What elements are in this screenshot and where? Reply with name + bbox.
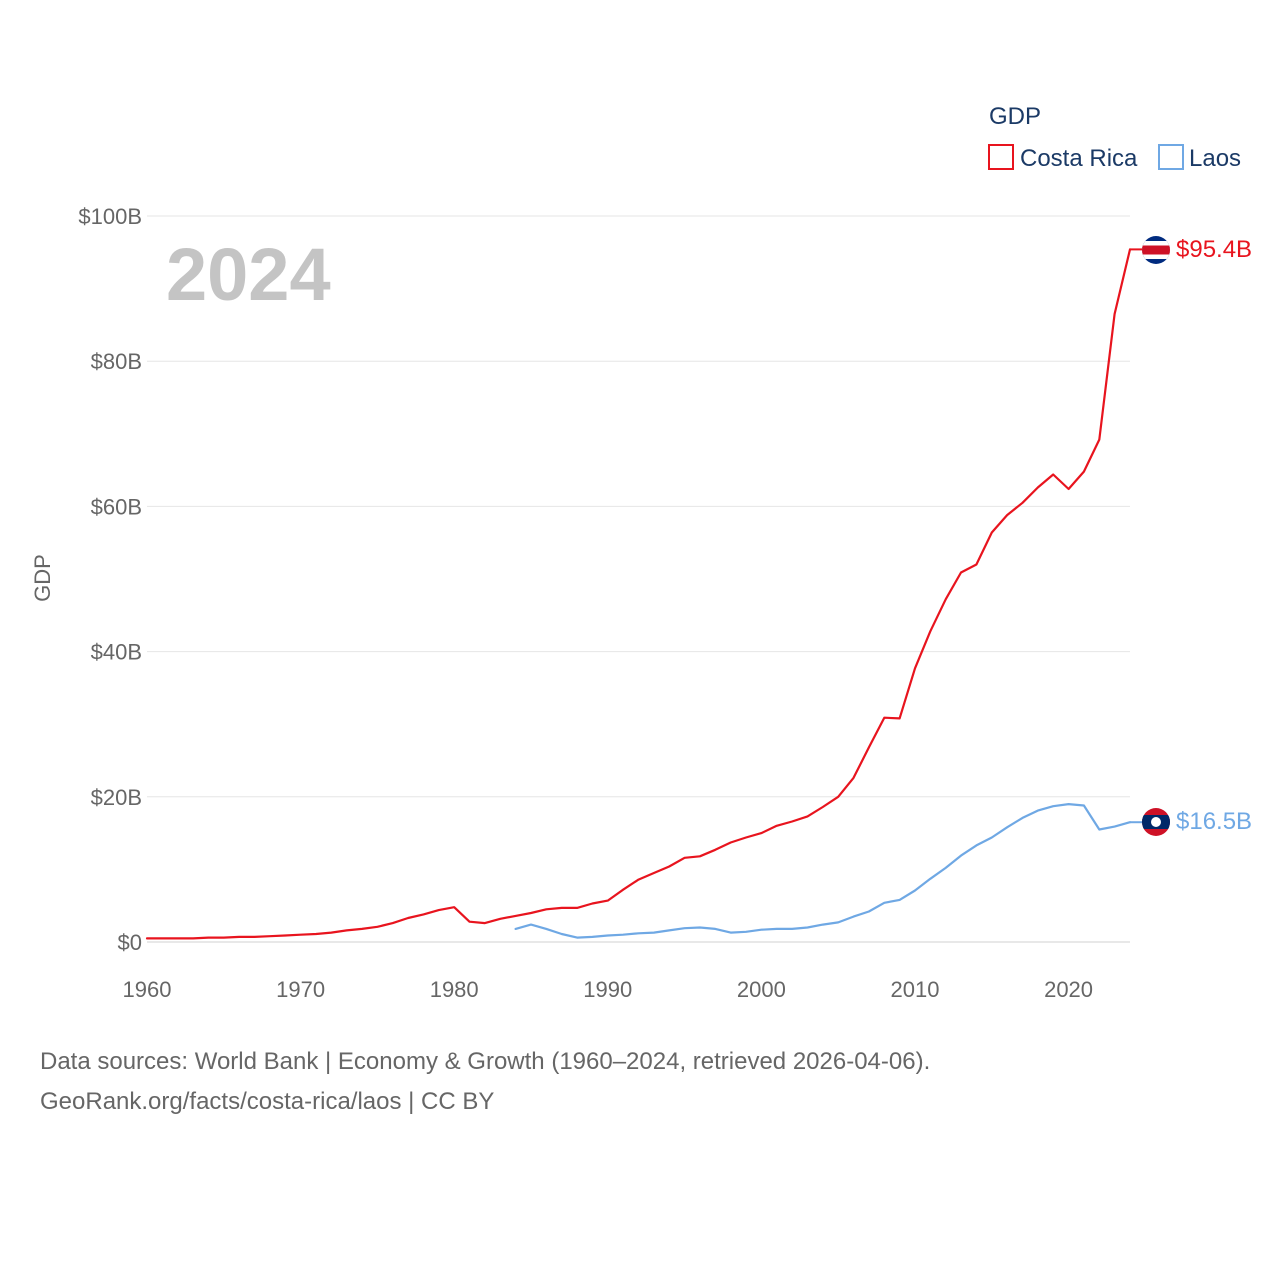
laos-flag-icon — [1142, 808, 1170, 836]
y-tick-label: $20B — [91, 785, 142, 810]
x-tick-label: 2000 — [737, 977, 786, 1002]
legend-swatch-costa-rica[interactable] — [988, 144, 1014, 170]
legend: GDP Costa Rica Laos — [988, 103, 1241, 172]
legend-swatch-laos[interactable] — [1158, 144, 1184, 170]
legend-title: GDP — [989, 103, 1041, 130]
x-tick-label: 1970 — [276, 977, 325, 1002]
x-tick-label: 1960 — [123, 977, 172, 1002]
x-tick-label: 2020 — [1044, 977, 1093, 1002]
footer: Data sources: World Bank | Economy & Gro… — [40, 1042, 930, 1122]
series-line-costa-rica[interactable] — [145, 248, 1132, 940]
series-line-laos[interactable] — [514, 802, 1132, 939]
y-tick-label: $60B — [91, 494, 142, 519]
x-tick-label: 1990 — [583, 977, 632, 1002]
y-tick-label: $0 — [118, 930, 142, 955]
costa-rica-end-label: $95.4B — [1176, 236, 1252, 263]
attribution-text: GeoRank.org/facts/costa-rica/laos | CC B… — [40, 1088, 495, 1115]
legend-label-laos[interactable]: Laos — [1189, 145, 1241, 172]
y-tick-label: $100B — [78, 204, 142, 229]
y-axis-title: GDP — [30, 554, 55, 602]
x-tick-label: 2010 — [890, 977, 939, 1002]
year-display: 2024 — [166, 233, 331, 316]
laos-end-label: $16.5B — [1176, 808, 1252, 835]
x-tick-label: 1980 — [430, 977, 479, 1002]
data-sources-text: Data sources: World Bank | Economy & Gro… — [40, 1048, 931, 1075]
y-tick-label: $80B — [91, 349, 142, 374]
y-tick-label: $40B — [91, 640, 142, 665]
legend-label-costa-rica[interactable]: Costa Rica — [1020, 145, 1138, 172]
costa-rica-flag-icon — [1142, 236, 1170, 264]
